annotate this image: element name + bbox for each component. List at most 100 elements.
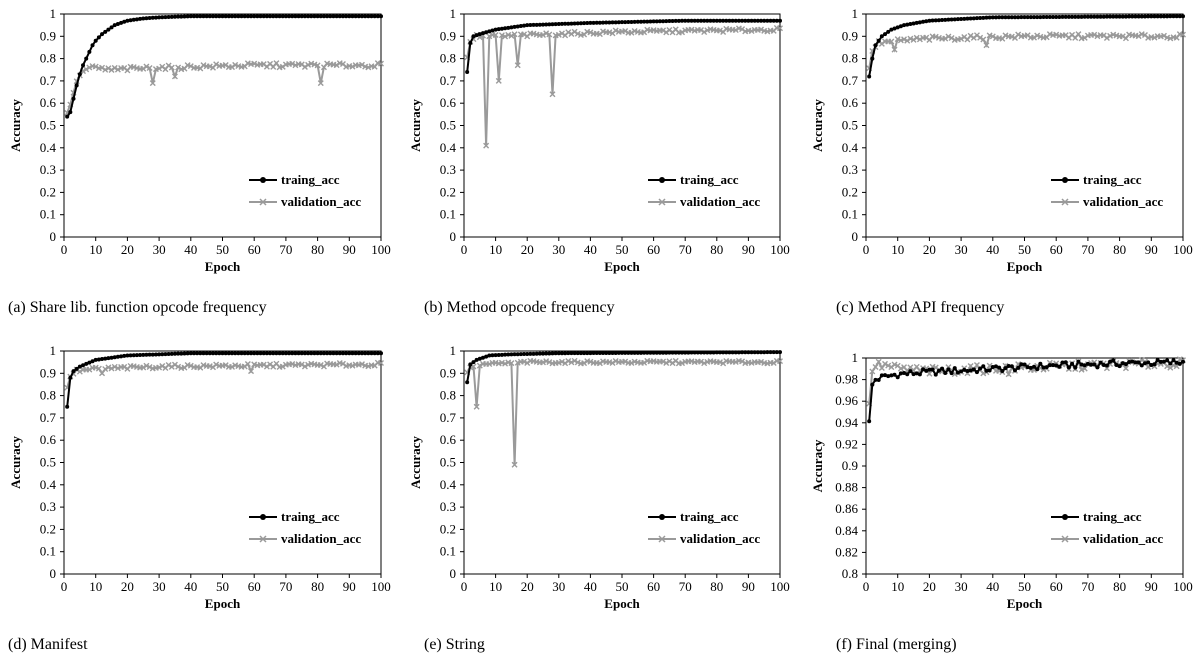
data-point-traing_acc	[553, 351, 558, 356]
data-point-traing_acc	[261, 351, 266, 356]
data-point-validation_acc	[977, 34, 984, 41]
data-point-traing_acc	[258, 351, 263, 356]
data-point-traing_acc	[1139, 363, 1144, 368]
data-point-traing_acc	[1174, 360, 1179, 365]
y-axis-title: Accuracy	[408, 436, 423, 489]
data-point-traing_acc	[490, 28, 495, 33]
data-point-traing_acc	[153, 15, 158, 20]
y-tick-label: 0.86	[835, 501, 858, 516]
data-point-traing_acc	[607, 20, 612, 25]
data-point-traing_acc	[245, 351, 250, 356]
data-point-traing_acc	[1111, 14, 1116, 19]
data-point-traing_acc	[239, 351, 244, 356]
data-point-validation_acc	[121, 363, 128, 370]
data-point-traing_acc	[711, 18, 716, 23]
y-tick-label: 0	[50, 229, 57, 244]
data-point-traing_acc	[217, 351, 222, 356]
chart-panel-4: 00.10.20.30.40.50.60.70.80.910 10 20 30 40 50…	[8, 343, 391, 653]
data-point-traing_acc	[318, 14, 323, 19]
y-tick-label: 1	[50, 6, 57, 21]
data-point-traing_acc	[616, 350, 621, 355]
data-point-traing_acc	[223, 351, 228, 356]
data-point-traing_acc	[1028, 15, 1033, 20]
data-point-traing_acc	[290, 14, 295, 19]
data-point-traing_acc	[1051, 14, 1056, 19]
y-tick-label: 0.8	[842, 566, 858, 581]
y-axis-title: Accuracy	[810, 439, 825, 492]
data-point-validation_acc	[171, 73, 178, 80]
data-point-traing_acc	[597, 20, 602, 25]
x-tick-label: 20	[923, 579, 936, 594]
data-point-traing_acc	[1076, 14, 1081, 19]
data-point-validation_acc	[989, 33, 996, 40]
data-point-validation_acc	[273, 60, 280, 67]
y-tick-label: 0.2	[40, 184, 56, 199]
series-line-traing_acc	[868, 15, 1183, 77]
x-tick-label: 0	[863, 579, 870, 594]
data-point-traing_acc	[138, 16, 143, 21]
data-point-traing_acc	[347, 351, 352, 356]
data-point-validation_acc	[508, 360, 515, 367]
data-point-traing_acc	[559, 21, 564, 26]
data-point-validation_acc	[739, 358, 746, 365]
legend-marker	[259, 535, 267, 543]
data-point-validation_acc	[1081, 365, 1088, 372]
data-point-traing_acc	[128, 18, 133, 23]
data-point-validation_acc	[549, 91, 556, 98]
x-tick-label: 50	[616, 579, 629, 594]
data-point-traing_acc	[965, 16, 970, 21]
data-point-traing_acc	[908, 22, 913, 27]
data-point-traing_acc	[268, 351, 273, 356]
data-point-traing_acc	[578, 21, 583, 26]
y-tick-label: 0.6	[842, 95, 859, 110]
y-tick-label: 1	[852, 350, 859, 365]
x-tick-label: 40	[184, 579, 197, 594]
data-point-traing_acc	[623, 20, 628, 25]
data-point-traing_acc	[468, 40, 473, 45]
data-point-validation_acc	[333, 62, 340, 69]
data-point-traing_acc	[544, 22, 549, 27]
x-tick-label: 50	[1018, 242, 1031, 257]
data-point-traing_acc	[997, 15, 1002, 20]
data-point-traing_acc	[632, 19, 637, 24]
data-point-traing_acc	[1177, 361, 1182, 366]
data-point-traing_acc	[471, 34, 476, 39]
data-point-traing_acc	[331, 14, 336, 19]
data-point-traing_acc	[588, 351, 593, 356]
legend-marker	[1062, 177, 1068, 183]
data-point-traing_acc	[268, 14, 273, 19]
data-point-traing_acc	[163, 352, 168, 357]
data-point-traing_acc	[293, 14, 298, 19]
data-point-traing_acc	[955, 17, 960, 22]
x-tick-label: 0	[863, 242, 870, 257]
data-point-traing_acc	[695, 18, 700, 23]
data-point-traing_acc	[1111, 358, 1116, 363]
data-point-traing_acc	[981, 364, 986, 369]
data-point-traing_acc	[201, 14, 206, 19]
x-axis-title: Epoch	[1007, 259, 1043, 274]
data-point-traing_acc	[955, 370, 960, 375]
x-tick-label: 70	[279, 242, 292, 257]
data-point-traing_acc	[191, 14, 196, 19]
x-tick-label: 0	[461, 579, 468, 594]
data-point-traing_acc	[962, 367, 967, 372]
y-tick-label: 0.7	[842, 73, 859, 88]
data-point-traing_acc	[226, 14, 231, 19]
data-point-traing_acc	[77, 364, 82, 369]
data-point-traing_acc	[77, 72, 82, 77]
data-point-traing_acc	[207, 14, 212, 19]
x-tick-label: 70	[679, 242, 692, 257]
data-point-traing_acc	[172, 351, 177, 356]
data-point-traing_acc	[1012, 368, 1017, 373]
y-tick-label: 0	[450, 229, 457, 244]
data-point-validation_acc	[378, 360, 384, 367]
data-point-traing_acc	[325, 14, 330, 19]
data-point-traing_acc	[160, 352, 165, 357]
y-tick-label: 0.88	[835, 480, 858, 495]
y-tick-label: 0.8	[440, 51, 456, 66]
panel-caption: (b) Method opcode frequency	[424, 299, 615, 316]
data-point-traing_acc	[971, 16, 976, 21]
data-point-traing_acc	[924, 19, 929, 24]
data-point-traing_acc	[372, 14, 377, 19]
data-point-traing_acc	[544, 351, 549, 356]
